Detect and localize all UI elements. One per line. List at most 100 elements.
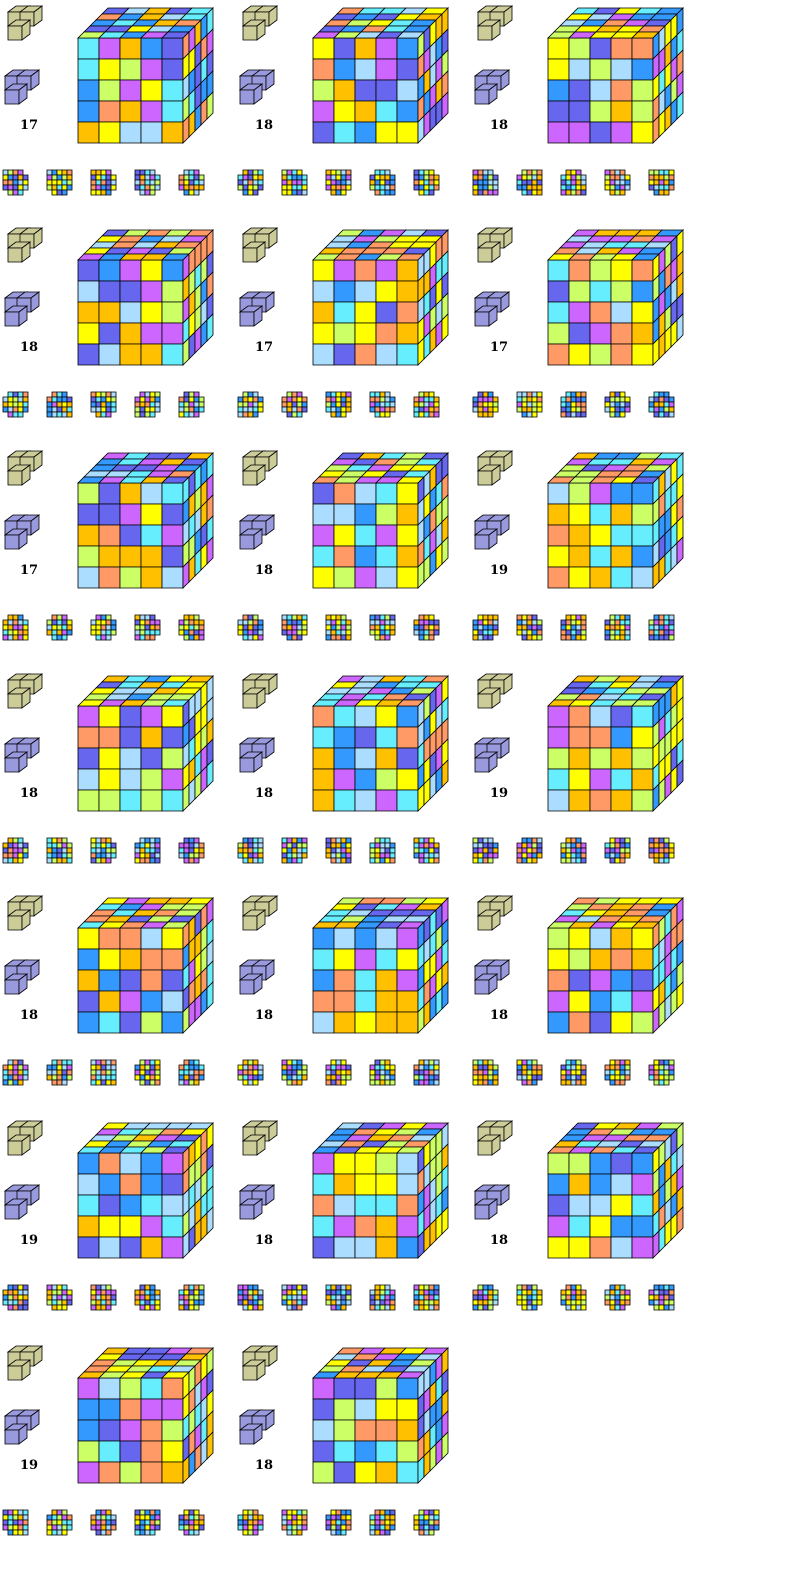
slice-cell bbox=[22, 1529, 29, 1536]
top-piece-side bbox=[268, 227, 278, 249]
puzzle-drawing bbox=[237, 895, 449, 1086]
slice-cell bbox=[614, 396, 621, 403]
slice-cell bbox=[7, 1509, 14, 1516]
slice-cell bbox=[281, 1299, 288, 1306]
cube-front-cell bbox=[610, 545, 633, 568]
cube-front-cell bbox=[98, 927, 121, 950]
slice-cell bbox=[198, 179, 205, 186]
slice-cell bbox=[183, 634, 190, 641]
slice-cell bbox=[335, 401, 342, 408]
slice-cell bbox=[56, 624, 63, 631]
cube-front-cell bbox=[140, 1236, 163, 1259]
slice-cell bbox=[330, 1294, 337, 1301]
cube-front-cell bbox=[589, 948, 612, 971]
cube-front-cell bbox=[589, 768, 612, 791]
slice-cell bbox=[423, 179, 430, 186]
slice-cell bbox=[663, 401, 670, 408]
slice-cell bbox=[609, 406, 616, 413]
cube-front-cell bbox=[161, 789, 184, 812]
slice-cell bbox=[668, 411, 675, 418]
slice-cell bbox=[66, 629, 73, 636]
slice-cell bbox=[428, 189, 435, 196]
slice-cell bbox=[668, 1299, 675, 1306]
slice-cell bbox=[154, 184, 161, 191]
slice-cell bbox=[609, 189, 616, 196]
slice-cell bbox=[242, 1289, 249, 1296]
slice-cell bbox=[472, 406, 479, 413]
slice-cell bbox=[325, 406, 332, 413]
slice-cell bbox=[570, 1074, 577, 1081]
slice-cell bbox=[281, 629, 288, 636]
cube-front-cell bbox=[354, 280, 377, 303]
slice-cell bbox=[296, 1284, 303, 1291]
slice-cell bbox=[609, 614, 616, 621]
top-piece-side bbox=[256, 464, 266, 486]
slice-cell bbox=[2, 1079, 9, 1086]
slice-cell bbox=[17, 852, 24, 859]
slice-cell bbox=[242, 1079, 249, 1086]
slice-cell bbox=[7, 619, 14, 626]
slice-cell bbox=[428, 857, 435, 864]
slice-cell bbox=[516, 842, 523, 849]
slice-cell bbox=[565, 629, 572, 636]
slice-cell bbox=[105, 406, 112, 413]
slice-cell bbox=[257, 396, 264, 403]
slice-cell bbox=[139, 837, 146, 844]
slice-cell bbox=[330, 1284, 337, 1291]
slice-cell bbox=[296, 174, 303, 181]
slice-cell bbox=[183, 169, 190, 176]
slice-cell bbox=[580, 1069, 587, 1076]
slice-cell bbox=[418, 614, 425, 621]
slice-cell bbox=[472, 1289, 479, 1296]
slice-cell bbox=[423, 1079, 430, 1086]
slice-cell bbox=[257, 1294, 264, 1301]
slice-cell bbox=[12, 406, 19, 413]
slice-cell bbox=[61, 179, 68, 186]
slice-cell bbox=[325, 1299, 332, 1306]
slice-cell bbox=[7, 169, 14, 176]
slice-cell bbox=[482, 401, 489, 408]
slice-cell bbox=[653, 1294, 660, 1301]
cube-front-cell bbox=[631, 482, 654, 505]
slice-cell bbox=[536, 1299, 543, 1306]
slice-cell bbox=[154, 1509, 161, 1516]
slice-cell bbox=[134, 857, 141, 864]
slice-cell bbox=[521, 189, 528, 196]
slice-cell bbox=[90, 852, 97, 859]
slice-cell bbox=[653, 1064, 660, 1071]
piece-count-label: 19 bbox=[20, 1458, 39, 1473]
slice-cell bbox=[325, 169, 332, 176]
slice-cell bbox=[12, 847, 19, 854]
cube-front-cell bbox=[161, 524, 184, 547]
slice-cell bbox=[178, 842, 185, 849]
slice-cell bbox=[12, 396, 19, 403]
slice-cell bbox=[340, 1284, 347, 1291]
cube-front-cell bbox=[140, 726, 163, 749]
slice-cell bbox=[565, 1064, 572, 1071]
cube-front-cell bbox=[375, 566, 398, 589]
slice-cell bbox=[482, 1284, 489, 1291]
slice-cell bbox=[653, 1069, 660, 1076]
slice-cell bbox=[286, 391, 293, 398]
slice-cell bbox=[560, 1069, 567, 1076]
slice-cell bbox=[296, 411, 303, 418]
slice-cell bbox=[252, 852, 259, 859]
slice-cell bbox=[619, 411, 626, 418]
slice-cell bbox=[110, 1519, 117, 1526]
slice-cell bbox=[188, 396, 195, 403]
slice-cell bbox=[335, 1299, 342, 1306]
piece-count-label: 17 bbox=[20, 563, 39, 578]
slice-cell bbox=[526, 837, 533, 844]
cube-front-cell bbox=[589, 280, 612, 303]
slice-cell bbox=[653, 179, 660, 186]
slice-cell bbox=[100, 1529, 107, 1536]
cube-front-cell bbox=[568, 1194, 591, 1217]
cube-front-cell bbox=[547, 1194, 570, 1217]
slice-cell bbox=[516, 847, 523, 854]
cube-front-cell bbox=[77, 1377, 100, 1400]
slice-cell bbox=[291, 189, 298, 196]
slice-cell bbox=[369, 1064, 376, 1071]
slice-cell bbox=[487, 169, 494, 176]
slice-cell bbox=[183, 852, 190, 859]
piece-count-label: 18 bbox=[20, 340, 39, 355]
